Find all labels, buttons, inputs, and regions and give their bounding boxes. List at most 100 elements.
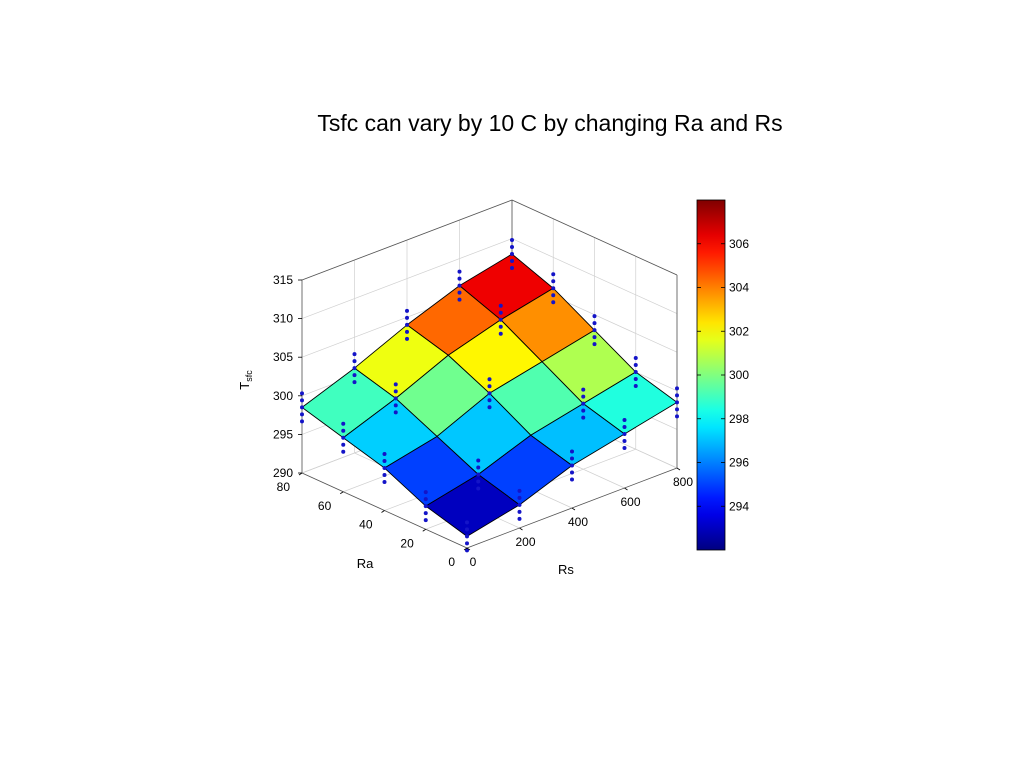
data-point (517, 516, 522, 521)
page-title: Tsfc can vary by 10 C by changing Ra and… (317, 110, 783, 136)
surface (301, 253, 678, 537)
data-point (487, 391, 492, 396)
data-point (300, 391, 304, 396)
data-point (423, 497, 428, 502)
z-axis-label-sub: sfc (244, 370, 254, 382)
data-point (551, 279, 556, 284)
data-point (675, 400, 679, 405)
data-point (622, 445, 627, 450)
y-tick-mark (422, 528, 426, 532)
x-tick-mark (571, 507, 576, 511)
x-axis-label: Rs (558, 562, 574, 577)
x-tick-label: 200 (515, 535, 535, 549)
data-point (476, 486, 481, 491)
data-point (675, 393, 679, 398)
data-point (498, 310, 503, 315)
y-tick-label: 80 (277, 480, 291, 494)
colorbar: 294 296 298 300 302 304 306 (696, 199, 749, 551)
data-point (581, 415, 586, 420)
data-point (393, 382, 398, 387)
data-point (581, 387, 586, 392)
data-point (465, 534, 469, 539)
data-point (465, 541, 469, 546)
z-axis-label: Tsfc (237, 370, 254, 390)
colorbar-tick-label: 294 (729, 499, 749, 513)
data-point (570, 456, 574, 461)
data-point (622, 417, 627, 422)
data-point (300, 412, 304, 417)
data-point (551, 272, 556, 277)
data-point (352, 359, 357, 364)
data-point (498, 324, 503, 329)
data-point (517, 488, 522, 493)
data-point (405, 315, 409, 320)
x-tick-mark (466, 547, 471, 551)
data-point (382, 466, 387, 471)
z-tick-label: 305 (273, 350, 293, 364)
x-tick-label: 0 (470, 555, 477, 569)
data-point (476, 479, 481, 484)
data-point (393, 410, 398, 415)
data-point (517, 509, 522, 514)
x-tick-mark (676, 467, 681, 471)
y-tick-label: 60 (318, 499, 332, 513)
data-point (633, 363, 638, 368)
data-point (551, 293, 556, 298)
data-point (457, 276, 462, 281)
data-point (551, 300, 556, 305)
data-point (498, 331, 503, 336)
colorbar-tick-label: 304 (729, 281, 749, 295)
data-point (341, 428, 346, 433)
data-point (570, 449, 574, 454)
data-point (622, 424, 627, 429)
data-point (341, 449, 346, 454)
data-point (457, 269, 462, 274)
y-tick-mark (381, 510, 385, 513)
data-point (487, 384, 492, 389)
data-point (300, 398, 304, 403)
data-point (393, 389, 398, 394)
axis-box-edge (301, 199, 513, 281)
data-point (382, 459, 387, 464)
data-point (423, 504, 428, 509)
data-point (405, 308, 409, 313)
data-point (510, 252, 514, 257)
data-point (405, 336, 409, 341)
data-point (393, 396, 398, 401)
colorbar-tick-label: 302 (729, 324, 749, 338)
colorbar-gradient (696, 199, 726, 551)
y-tick-label: 0 (448, 555, 455, 569)
data-point (487, 405, 492, 410)
data-point (510, 259, 514, 264)
data-points (300, 238, 679, 553)
data-point (510, 238, 514, 243)
data-point (352, 380, 357, 385)
data-point (476, 465, 481, 470)
data-point (382, 480, 387, 485)
colorbar-tick-label: 300 (729, 368, 749, 382)
data-point (423, 518, 428, 523)
colorbar-tick-label: 296 (729, 456, 749, 470)
y-tick-label: 20 (400, 536, 414, 550)
data-point (465, 527, 469, 532)
axis-labels: Rs Ra Tsfc (237, 370, 574, 577)
data-point (510, 245, 514, 250)
data-point (517, 502, 522, 507)
data-point (633, 384, 638, 389)
data-point (592, 328, 597, 333)
data-point (581, 394, 586, 399)
data-point (423, 511, 428, 516)
data-point (352, 373, 357, 378)
data-point (352, 366, 357, 371)
data-point (352, 352, 357, 357)
z-tick-label: 300 (273, 389, 293, 403)
x-tick-label: 800 (673, 475, 693, 489)
data-point (551, 286, 556, 291)
data-point (581, 401, 586, 406)
data-point (457, 283, 462, 288)
data-point (570, 477, 574, 482)
y-tick-mark (463, 547, 468, 551)
data-point (405, 322, 409, 327)
data-point (300, 419, 304, 424)
